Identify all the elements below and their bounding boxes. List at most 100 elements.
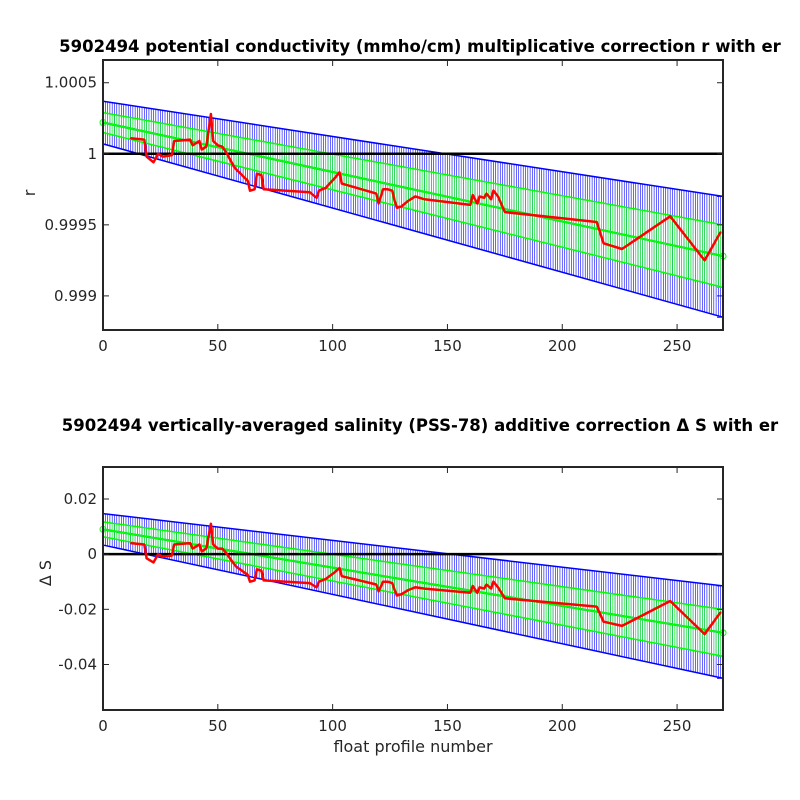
lower-bound-line — [102, 143, 724, 318]
data-point — [375, 583, 378, 586]
data-point — [212, 140, 215, 142]
data-point — [719, 231, 722, 233]
data-point — [375, 192, 378, 195]
data-point — [308, 582, 311, 584]
x-tick-label: 250 — [663, 717, 692, 735]
salinity-correction-chart: 5902494 vertically-averaged salinity (PS… — [36, 416, 779, 756]
x-axis-label: float profile number — [333, 737, 493, 756]
data-point — [200, 148, 203, 151]
data-point — [191, 547, 194, 550]
data-point — [490, 198, 492, 201]
data-point — [719, 611, 722, 613]
upper-bound-line — [102, 512, 724, 587]
data-point — [173, 140, 175, 142]
axes-frame — [102, 466, 724, 711]
data-point — [249, 580, 251, 583]
data-point — [485, 583, 488, 586]
data-point — [423, 587, 426, 590]
data-point — [595, 605, 598, 608]
data-point — [198, 543, 201, 546]
data-point — [246, 574, 249, 576]
data-point — [226, 152, 228, 155]
x-tick-label: 200 — [548, 717, 577, 735]
data-point — [393, 199, 396, 202]
x-tick-label: 200 — [548, 337, 577, 355]
data-point — [324, 187, 327, 189]
data-point — [703, 633, 706, 635]
data-point — [324, 578, 327, 580]
data-point — [504, 597, 506, 600]
data-point — [262, 579, 265, 582]
data-point — [226, 553, 228, 555]
x-tick-label: 250 — [663, 337, 692, 355]
data-point — [471, 194, 474, 196]
y-tick-label: 0.9995 — [45, 216, 98, 234]
data-point — [171, 554, 173, 557]
data-point — [217, 144, 219, 147]
upper-bound-line — [102, 111, 724, 226]
axes-frame — [102, 59, 724, 331]
x-tick-label: 0 — [98, 717, 108, 735]
data-point — [189, 138, 192, 141]
data-point — [161, 155, 164, 158]
data-point — [171, 154, 173, 157]
data-point — [377, 202, 380, 205]
data-point — [602, 242, 605, 245]
data-point — [308, 191, 311, 193]
data-point — [478, 195, 481, 198]
data-point — [233, 165, 235, 168]
data-point — [396, 594, 398, 597]
data-point — [414, 195, 417, 198]
data-point — [145, 557, 148, 560]
plot-area: 0 50 100 150 200 250 -0.04 -0.02 0 0.02 — [58, 466, 727, 735]
y-axis-label: r — [20, 189, 39, 196]
data-point — [669, 600, 671, 602]
data-point — [256, 568, 258, 571]
y-axis-label: Δ S — [36, 560, 55, 586]
data-point — [669, 215, 671, 218]
data-point — [246, 179, 249, 182]
data-point — [233, 563, 235, 565]
data-point — [334, 177, 336, 179]
data-point — [318, 189, 320, 192]
data-point — [260, 174, 263, 176]
data-point — [400, 205, 403, 208]
chart-title: 5902494 potential conductivity (mmho/cm)… — [59, 37, 781, 56]
data-point — [210, 113, 212, 115]
data-point — [391, 582, 394, 584]
data-point — [469, 591, 472, 594]
data-point — [476, 591, 479, 594]
data-point — [157, 553, 159, 555]
plot-area: 0 50 100 150 200 250 0.999 0.9995 1 1.0005 — [45, 59, 727, 355]
data-point — [235, 565, 237, 568]
data-point — [129, 542, 132, 544]
lower-bound-line — [102, 131, 724, 289]
data-point — [396, 206, 398, 209]
data-point — [341, 575, 343, 578]
data-point — [253, 579, 256, 582]
data-point — [400, 593, 403, 595]
data-point — [205, 145, 208, 148]
data-point — [478, 586, 481, 589]
data-point — [221, 547, 224, 550]
data-point — [492, 189, 495, 192]
y-tick-label: 0 — [87, 545, 97, 563]
data-point — [210, 523, 212, 525]
data-point — [382, 580, 384, 583]
data-point — [235, 168, 237, 171]
data-point — [341, 182, 343, 185]
data-point — [382, 188, 384, 191]
data-point — [315, 586, 318, 589]
data-point — [483, 587, 485, 590]
data-point — [471, 585, 474, 587]
data-point — [386, 580, 389, 583]
data-point — [152, 561, 155, 564]
data-point — [377, 590, 380, 593]
data-point — [407, 589, 410, 591]
data-point — [212, 543, 215, 546]
data-point — [253, 188, 256, 191]
fit-line — [102, 528, 724, 634]
data-point — [384, 188, 387, 191]
data-point — [145, 155, 148, 158]
data-point — [602, 620, 605, 623]
